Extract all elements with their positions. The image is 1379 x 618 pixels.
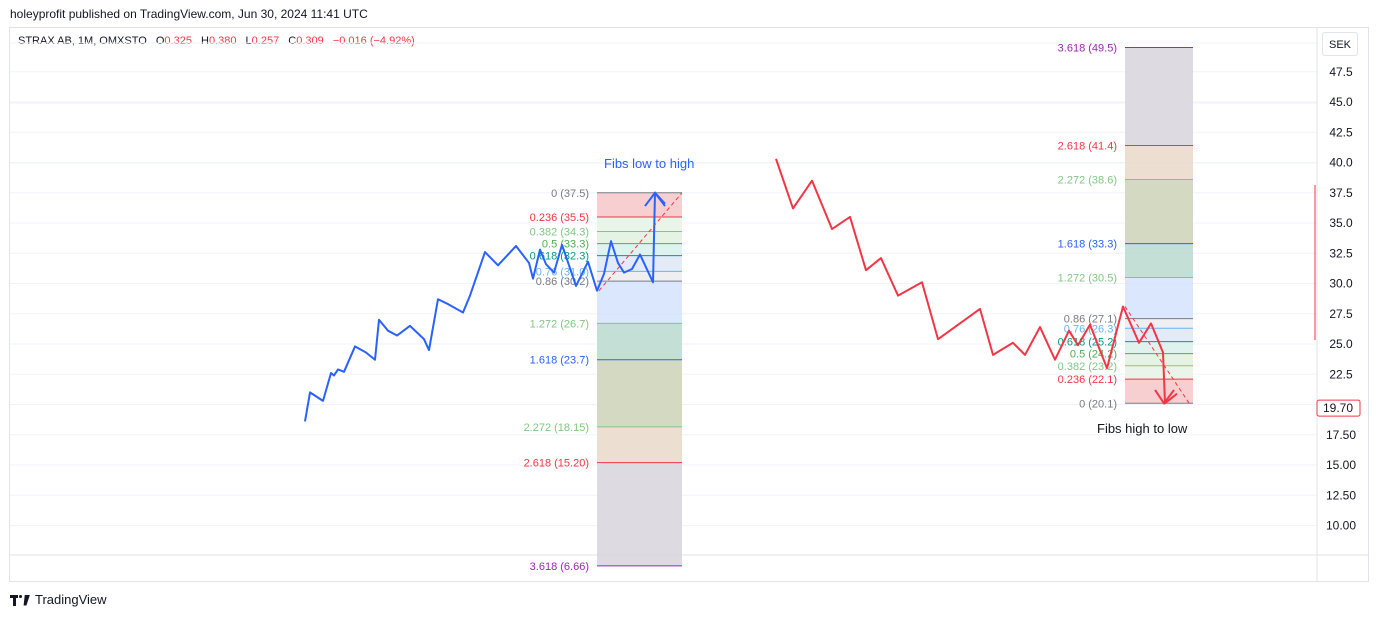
fib-zone (1125, 145, 1193, 180)
fib-level-label: 1.618 (23.7) (530, 355, 589, 367)
fib-level-label: 0.76 (26.3) (1064, 323, 1117, 335)
fib-zone (1125, 341, 1193, 354)
fib-high-to-low[interactable]: 0 (20.1) 0.236 (22.1)0.382 (23.2)0.5 (24.… (1058, 43, 1193, 411)
y-tick-label: 37.5 (1329, 186, 1353, 200)
fib-level-label: 2.272 (38.6) (1058, 174, 1117, 186)
fib-level-label: 0.5 (33.3) (542, 239, 589, 251)
fib-level-label: 0.76 (31.0) (536, 266, 589, 278)
y-tick-label: 27.5 (1329, 307, 1353, 321)
arrow-up-icon (644, 191, 666, 207)
fib-zone (1125, 243, 1193, 278)
fib-zone (597, 243, 682, 256)
fib-note-low-high: Fibs low to high (604, 156, 694, 171)
fib-zone (597, 462, 682, 566)
close-value: 0.309 (296, 35, 324, 47)
fib-level-label: 0.236 (35.5) (530, 212, 589, 224)
fib-zone (597, 281, 682, 324)
fib-zone (597, 192, 682, 217)
fib-level-label: 2.618 (15.20) (524, 458, 589, 470)
y-tick-label: 32.5 (1329, 246, 1353, 260)
fib-level-label: 0 (20.1) (1079, 398, 1117, 410)
fib-zone (597, 323, 682, 360)
fib-zone (1125, 353, 1193, 366)
fib-level-label: 1.272 (30.5) (1058, 272, 1117, 284)
series-line-blue (304, 191, 666, 422)
fib-zone (597, 426, 682, 463)
y-tick-label: 42.5 (1329, 125, 1353, 139)
published-note: holeyprofit published on TradingView.com… (10, 7, 368, 21)
fib-level-label: 3.618 (6.66) (530, 561, 589, 573)
symbol-name[interactable]: STRAX AB, 1M, OMXSTO (18, 35, 147, 47)
low-label: L (245, 35, 252, 47)
tradingview-logo-icon (10, 593, 30, 607)
y-tick-label: 22.5 (1329, 367, 1353, 381)
fib-level-label: 0.382 (34.3) (530, 226, 589, 238)
fib-zone (597, 216, 682, 232)
series-lines (304, 158, 1178, 422)
currency-button[interactable]: SEK (1322, 32, 1358, 56)
fib-zone (1125, 277, 1193, 319)
fib-level-label: 0.618 (25.2) (1058, 337, 1117, 349)
high-label: H (201, 35, 209, 47)
footer-brand-name: TradingView (35, 592, 107, 607)
trend-dashed-line (598, 192, 683, 292)
fib-level-label: 2.272 (18.15) (524, 422, 589, 434)
fib-level-label: 0 (37.5) (551, 188, 589, 200)
chart-frame (9, 27, 1369, 582)
fib-zone (597, 359, 682, 427)
fib-level-label: 0.86 (27.1) (1064, 314, 1117, 326)
y-tick-label: 30.0 (1329, 277, 1353, 291)
series-line-red (775, 158, 1178, 405)
fib-zone (597, 271, 682, 282)
y-tick-label: 35.0 (1329, 216, 1353, 230)
y-tick-label: 15.00 (1326, 458, 1356, 472)
open-label: O (155, 35, 165, 47)
fib-level-label: 0.236 (22.1) (1058, 374, 1117, 386)
fib-level-label: 1.272 (26.7) (530, 318, 589, 330)
fib-zone (1125, 318, 1193, 329)
symbol-legend: STRAX AB, 1M, OMXSTO O0.325 H0.380 L0.25… (18, 35, 415, 47)
fib-level-label: 2.618 (41.4) (1058, 141, 1117, 153)
y-tick-label: 40.0 (1329, 156, 1353, 170)
last-price-box (1316, 399, 1361, 417)
fib-level-label: 0.382 (23.2) (1058, 361, 1117, 373)
low-value: 0.257 (251, 35, 280, 47)
high-value: 0.380 (208, 35, 237, 47)
fib-level-label: 0.5 (24.2) (1070, 349, 1117, 361)
y-tick-label: 17.50 (1326, 428, 1356, 442)
price-axis[interactable]: 10.0012.5015.0017.5020.022.525.027.530.0… (1326, 65, 1356, 533)
fib-zone (1125, 47, 1193, 146)
arrow-down-icon (1154, 389, 1175, 406)
footer-brand[interactable]: TradingView (10, 592, 107, 607)
trend-dashed-line (1124, 306, 1191, 405)
fib-level-label: 3.618 (49.5) (1058, 43, 1117, 55)
open-value: 0.325 (164, 35, 192, 47)
y-tick-label: 25.0 (1329, 337, 1353, 351)
last-price-label: 19.70 (1323, 401, 1353, 415)
fib-zone (1125, 379, 1193, 404)
change-value: −0.016 (−4.92%) (332, 35, 415, 47)
last-price-marker: 19.70 (1314, 185, 1361, 417)
fib-zone (597, 231, 682, 244)
fib-note-high-low: Fibs high to low (1097, 421, 1188, 436)
y-tick-label: 12.50 (1326, 488, 1356, 502)
fib-low-to-high[interactable]: 0 (37.5) 0.236 (35.5) 0.382 (34.3)0.5 (33.… (524, 188, 682, 573)
y-tick-label: 47.5 (1329, 65, 1353, 79)
arrow-annotations (598, 191, 1191, 406)
close-label: C (288, 35, 297, 47)
fib-zone (1125, 179, 1193, 244)
y-tick-label: 10.00 (1326, 519, 1356, 533)
y-tick-label: 45.0 (1329, 95, 1353, 109)
fib-zone (597, 255, 682, 272)
fib-level-label: 1.618 (33.3) (1058, 239, 1117, 251)
fib-zone (1125, 365, 1193, 380)
